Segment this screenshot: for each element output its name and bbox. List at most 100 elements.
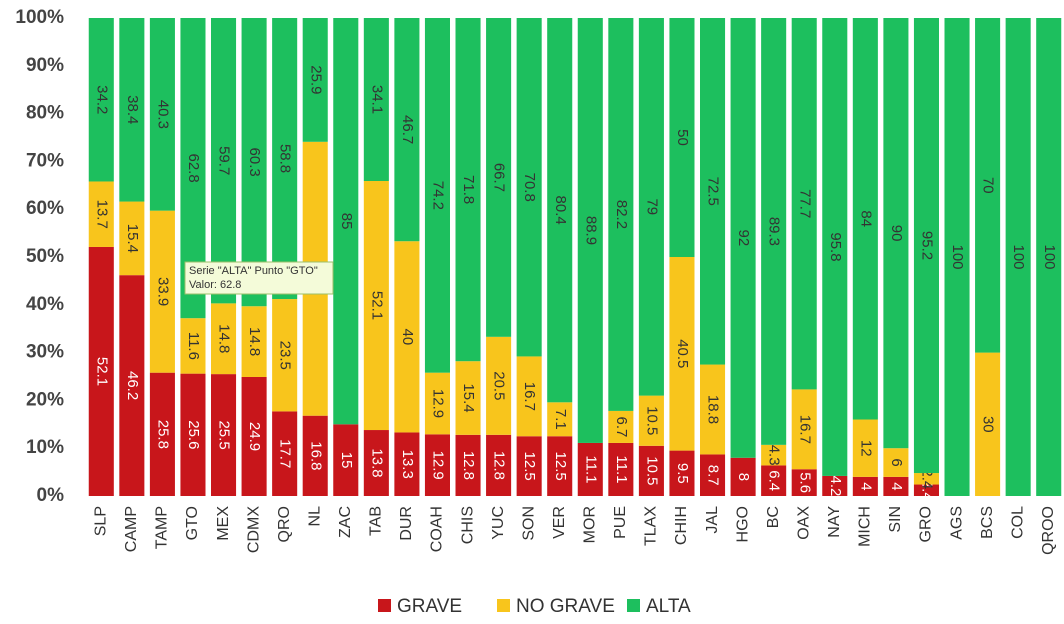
y-tick-label: 50% bbox=[26, 246, 64, 267]
value-label: 6 bbox=[888, 458, 905, 466]
value-label: 12 bbox=[857, 440, 874, 457]
x-tick-label: QRO bbox=[276, 506, 293, 542]
bar-segment bbox=[455, 434, 481, 496]
y-tick-label: 70% bbox=[26, 150, 64, 171]
bar-segment bbox=[241, 18, 267, 307]
bar-segment bbox=[852, 476, 878, 496]
bar-segment bbox=[883, 18, 909, 449]
bar-segment bbox=[547, 402, 573, 437]
x-tick-label: DUR bbox=[398, 506, 415, 541]
value-label: 70 bbox=[980, 177, 997, 194]
bar-segment bbox=[791, 389, 817, 470]
bar-segment bbox=[577, 18, 603, 443]
value-label: 11.1 bbox=[613, 455, 630, 483]
value-label: 80.4 bbox=[552, 196, 569, 225]
bar-segment bbox=[975, 18, 1001, 353]
x-tick-label: TAMP bbox=[154, 506, 171, 549]
bar-segment bbox=[669, 257, 695, 451]
tooltip-title: Serie "ALTA" Punto "GTO" bbox=[189, 265, 318, 277]
value-label: 100 bbox=[1010, 244, 1027, 269]
bar-segment bbox=[394, 432, 420, 496]
value-label: 92 bbox=[735, 230, 752, 247]
value-label: 52.1 bbox=[93, 357, 110, 386]
bar-segment bbox=[669, 450, 695, 496]
value-label: 60.3 bbox=[246, 148, 263, 177]
bar-segment bbox=[180, 318, 206, 374]
x-tick-label: YUC bbox=[490, 506, 507, 540]
bar-segment bbox=[211, 374, 237, 496]
bar-segment bbox=[1036, 18, 1062, 496]
bar-segment bbox=[669, 18, 695, 257]
bar-segment bbox=[424, 372, 450, 435]
bar-segment bbox=[700, 364, 726, 455]
bar-segment bbox=[791, 18, 817, 390]
value-label: 2.4 bbox=[919, 480, 936, 501]
value-label: 4 bbox=[857, 482, 874, 490]
value-label: 4.2 bbox=[827, 476, 844, 497]
value-label: 66.7 bbox=[491, 163, 508, 192]
bar-segment bbox=[333, 18, 359, 425]
value-label: 62.8 bbox=[185, 153, 202, 182]
y-tick-label: 20% bbox=[26, 389, 64, 410]
value-label: 16.7 bbox=[796, 415, 813, 444]
bar-segment bbox=[272, 411, 298, 496]
bar-segment bbox=[852, 18, 878, 420]
x-tick-label: OAX bbox=[795, 506, 812, 540]
bar-segment bbox=[822, 18, 848, 476]
value-label: 7.1 bbox=[552, 409, 569, 430]
bar-segment bbox=[975, 352, 1001, 496]
bar-segment bbox=[211, 303, 237, 375]
x-tick-label: ZAC bbox=[337, 506, 354, 538]
value-label: 11.1 bbox=[582, 455, 599, 483]
value-label: 58.8 bbox=[277, 144, 294, 173]
value-label: 52.1 bbox=[368, 291, 385, 320]
y-tick-label: 40% bbox=[26, 294, 64, 315]
bar-segment bbox=[608, 18, 634, 411]
bar-segment bbox=[119, 275, 145, 496]
legend-label: GRAVE bbox=[397, 596, 462, 617]
value-label: 9.5 bbox=[674, 463, 691, 484]
value-label: 34.1 bbox=[368, 85, 385, 114]
bar-segment bbox=[149, 210, 175, 373]
bar-segment bbox=[363, 18, 389, 181]
bar-segment bbox=[363, 180, 389, 431]
bar-segment bbox=[394, 241, 420, 433]
value-label: 72.5 bbox=[705, 177, 722, 206]
bar-segment bbox=[852, 419, 878, 477]
bar-segment bbox=[88, 246, 114, 496]
value-label: 11.6 bbox=[185, 332, 202, 360]
value-label: 25.6 bbox=[185, 420, 202, 449]
value-label: 2.4 bbox=[919, 468, 936, 489]
x-tick-label: TAB bbox=[368, 506, 385, 536]
x-tick-label: CHIH bbox=[673, 506, 690, 545]
value-label: 20.5 bbox=[491, 371, 508, 400]
x-tick-label: GTO bbox=[184, 506, 201, 540]
bar-segment bbox=[272, 299, 298, 412]
bar-segment bbox=[791, 469, 817, 496]
bar-segment bbox=[608, 442, 634, 496]
bar-segment bbox=[1005, 18, 1031, 496]
value-label: 18.8 bbox=[705, 395, 722, 424]
y-tick-label: 0% bbox=[37, 485, 65, 506]
x-tick-label: COL bbox=[1009, 506, 1026, 539]
y-tick-label: 100% bbox=[15, 7, 64, 28]
bar-segment bbox=[241, 376, 267, 496]
value-label: 25.5 bbox=[216, 420, 233, 449]
value-label: 12.9 bbox=[430, 389, 447, 418]
x-tick-label: MEX bbox=[215, 506, 232, 541]
value-label: 10.5 bbox=[643, 456, 660, 485]
y-tick-label: 10% bbox=[26, 437, 64, 458]
y-tick-label: 30% bbox=[26, 342, 64, 363]
value-label: 12.5 bbox=[521, 452, 538, 481]
value-label: 4 bbox=[888, 482, 905, 490]
bar-segment bbox=[149, 18, 175, 211]
value-label: 15.4 bbox=[124, 224, 141, 253]
value-label: 40 bbox=[399, 328, 416, 345]
value-label: 14.8 bbox=[216, 324, 233, 353]
bar-segment bbox=[424, 18, 450, 373]
legend-swatch bbox=[378, 599, 391, 612]
x-tick-label: NL bbox=[306, 506, 323, 527]
x-tick-label: TLAX bbox=[643, 506, 660, 546]
x-tick-label: BCS bbox=[979, 506, 996, 539]
y-tick-label: 60% bbox=[26, 198, 64, 219]
